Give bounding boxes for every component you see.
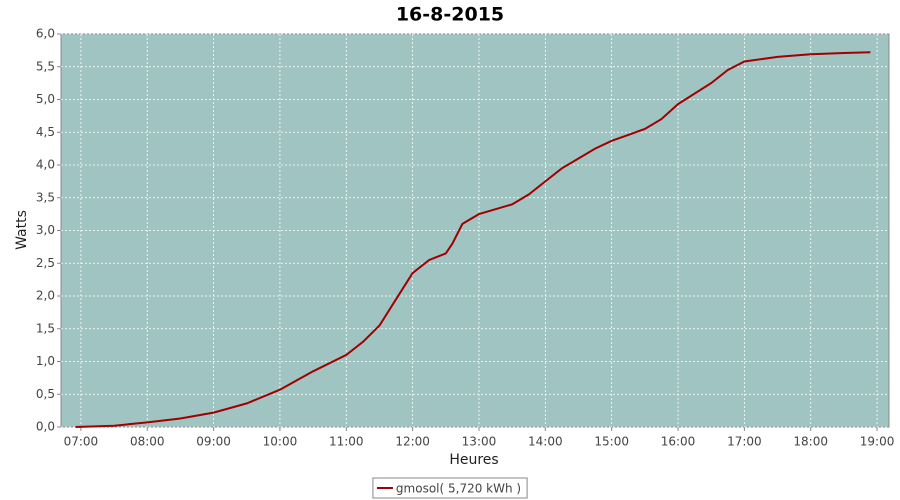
y-tick-label: 1,0 (36, 354, 55, 368)
x-tick-label: 08:00 (130, 435, 165, 449)
y-tick-label: 2,5 (36, 256, 55, 270)
y-tick-label: 0,0 (36, 420, 55, 434)
legend-label: gmosol( 5,720 kWh ) (396, 482, 521, 496)
y-tick-label: 4,5 (36, 125, 55, 139)
y-tick-label: 5,5 (36, 59, 55, 73)
x-tick-label: 15:00 (594, 435, 629, 449)
y-tick-label: 3,5 (36, 190, 55, 204)
x-tick-label: 12:00 (395, 435, 430, 449)
y-tick-label: 4,0 (36, 158, 55, 172)
x-tick-label: 14:00 (528, 435, 563, 449)
chart-title: 16-8-2015 (396, 4, 504, 26)
x-tick-label: 07:00 (64, 435, 99, 449)
x-tick-label: 11:00 (329, 435, 364, 449)
x-tick-label: 10:00 (263, 435, 298, 449)
x-tick-label: 13:00 (462, 435, 497, 449)
y-tick-label: 6,0 (36, 27, 55, 41)
x-axis-title: Heures (449, 452, 498, 468)
x-tick-label: 16:00 (661, 435, 696, 449)
y-tick-label: 1,5 (36, 321, 55, 335)
y-tick-label: 2,0 (36, 289, 55, 303)
legend-box (372, 477, 528, 499)
y-tick-label: 5,0 (36, 92, 55, 106)
x-tick-label: 18:00 (793, 435, 828, 449)
y-axis-title: Watts (14, 210, 30, 250)
x-tick-label: 19:00 (860, 435, 895, 449)
data-line (75, 51, 871, 428)
y-tick-label: 3,0 (36, 223, 55, 237)
x-tick-label: 17:00 (727, 435, 762, 449)
y-tick-label: 0,5 (36, 387, 55, 401)
x-tick-label: 09:00 (196, 435, 231, 449)
legend: gmosol( 5,720 kWh ) (372, 477, 528, 499)
